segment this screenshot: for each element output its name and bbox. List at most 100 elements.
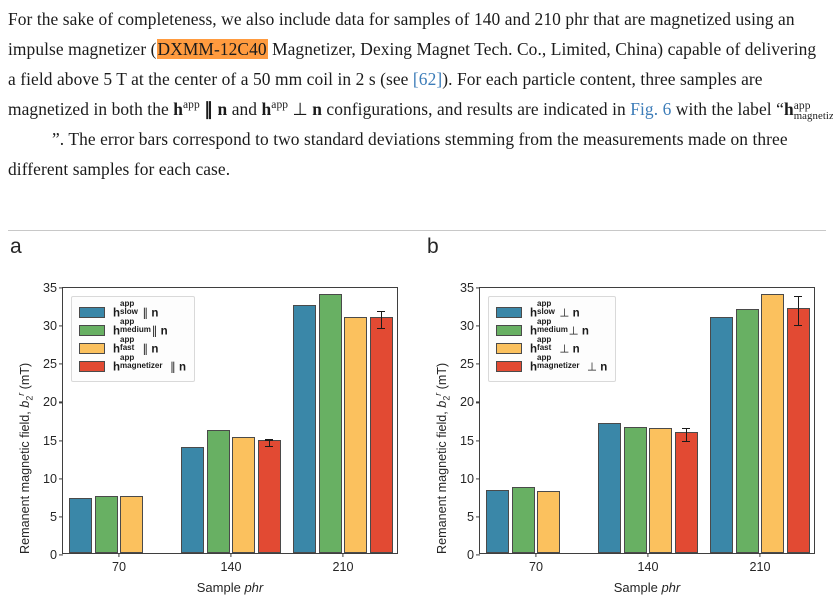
legend-swatch [79,360,105,372]
bar [344,316,368,553]
math-app-superscript-2: app [271,99,289,112]
x-tick-mark [230,553,232,557]
x-tick-label: 70 [111,560,127,574]
legend-item[interactable]: h app magnetizer ∥ n [79,354,186,375]
y-tick-mark [476,439,480,442]
error-bar-cap [265,439,274,441]
bar [369,317,393,553]
paragraph-segment-6: with the label “ [671,99,784,120]
legend-label: h app fast ∥ n [113,335,159,355]
figure-link-fig6[interactable]: Fig. 6 [630,99,672,120]
legend-label: h app medium ⊥ n [530,317,589,337]
error-bar [797,295,799,325]
legend-item[interactable]: h app medium ⊥ n [496,317,607,339]
y-tick-mark [59,554,63,556]
error-bar [268,439,270,446]
y-tick-label: 15 [459,433,474,448]
legend-label: h app slow ⊥ n [530,299,580,319]
axes-frame-b: 0 5 10 15 20 25 30 35 70 140 210 h app slow ⊥ n h app med… [460,281,815,574]
y-tick-label: 10 [42,471,57,486]
math-n-1: n [217,99,228,120]
y-tick-mark [476,401,480,404]
math-h-symbol: h [173,99,183,120]
bar [623,427,647,553]
legend-b: h app slow ⊥ n h app medium ⊥ n h app fast ⊥ n h app m… [488,296,617,382]
legend-label: h app fast ⊥ n [530,335,580,355]
figure-6: a Remanent magnetic field, b2r (mT) 0 5 10 15… [0,233,833,595]
legend-item[interactable]: h app fast ∥ n [79,335,186,357]
math-app-superscript: app [183,99,200,112]
math-app-superscript-3: app [793,99,811,112]
legend-item[interactable]: h app fast ⊥ n [496,335,607,357]
y-tick-mark [476,478,480,480]
paragraph-segment-2: Magnetizer, Dexing Magnet Tech. Co., Lim… [8,39,817,90]
legend-item[interactable]: h app slow ∥ n [79,300,186,321]
error-bar-cap [794,295,803,298]
y-tick-label: 5 [466,509,474,524]
legend-swatch [79,342,105,354]
x-axis-label-a: Sample phr [196,580,264,595]
bar [318,294,342,553]
paragraph-segment-1: For the sake of completeness, we also in… [8,9,795,60]
x-tick-label: 70 [528,560,544,574]
paragraph-segment-3: ). For each particle content, three samp… [8,69,763,120]
error-bar [380,310,382,328]
y-tick-mark [476,554,480,556]
bar [293,305,317,553]
bar [710,316,734,553]
error-bar-cap [265,445,274,448]
y-tick-mark [476,325,480,327]
y-tick-mark [59,401,63,404]
axes-frame-a: 0 5 10 15 20 25 30 35 70 140 210 h app slow ∥ n h app med… [43,281,398,574]
y-tick-mark [476,516,480,518]
error-bar-cap [794,324,803,327]
math-parallel-1: ∥ [204,99,214,120]
x-tick-mark [342,553,344,557]
error-bar-cap [377,310,386,313]
y-tick-label: 30 [42,319,57,334]
y-tick-mark [476,363,480,365]
math-h-symbol-3: h [783,99,794,120]
bar [735,308,759,553]
math-h-app-2: happ [262,99,289,119]
legend-a: h app slow ∥ n h app medium ∥ n h app fast ∥ n h app m… [71,296,196,382]
legend-swatch [79,306,105,318]
error-bar-cap [377,327,386,330]
y-tick-mark [59,325,63,327]
y-tick-mark [59,478,63,480]
y-tick-label: 10 [459,471,474,486]
y-tick-label: 35 [459,281,474,295]
y-tick-mark [59,363,63,365]
y-tick-label: 20 [42,395,57,410]
y-tick-label: 0 [466,548,474,562]
y-tick-label: 20 [459,395,474,410]
highlighted-term[interactable]: DXMM-12C40 [156,39,268,60]
x-tick-mark [118,553,120,557]
figure-panel-b: b Remanent magnetic field, b2r (mT) 0 5 10 15… [417,233,833,595]
math-n-2: n [312,99,322,120]
bar [94,496,118,553]
legend-swatch [496,342,522,354]
y-tick-label: 35 [42,281,57,295]
y-tick-mark [476,287,480,289]
bar [761,294,785,553]
math-h-app-1: happ [173,99,200,119]
bar [69,498,93,553]
reference-link-62[interactable]: [62] [412,69,443,90]
legend-item[interactable]: h app medium ∥ n [79,318,186,339]
error-bar-cap [682,427,691,430]
bar [537,491,561,553]
y-axis-label-b: Remanent magnetic field, b2r (mT) [432,362,452,554]
y-tick-mark [59,287,63,289]
legend-swatch [496,360,522,372]
y-tick-label: 5 [49,509,57,524]
y-tick-label: 25 [459,357,474,372]
figure-panel-a: a Remanent magnetic field, b2r (mT) 0 5 10 15… [0,233,416,595]
y-tick-label: 30 [459,319,474,334]
bar [257,440,281,553]
legend-swatch [496,324,522,336]
bar [598,422,622,553]
legend-item[interactable]: h app magnetizer ⊥ n [496,354,607,375]
legend-item[interactable]: h app slow ⊥ n [496,299,607,321]
